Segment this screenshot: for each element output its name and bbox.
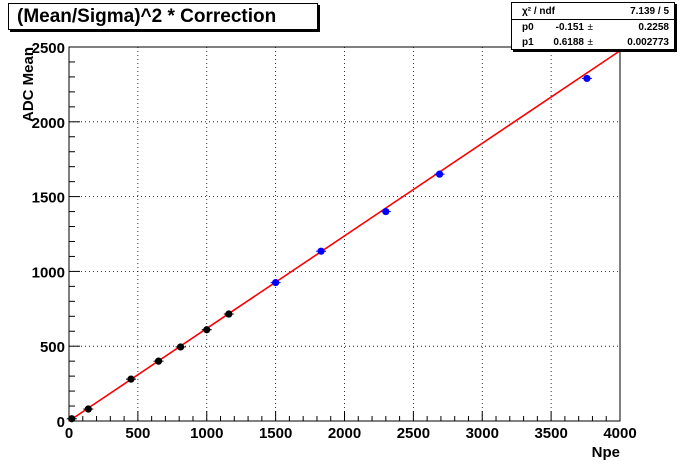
data-point [583, 74, 591, 83]
chart-title-text: (Mean/Sigma)^2 * Correction [17, 6, 277, 27]
chi2-label: χ² / ndf [522, 6, 555, 17]
p0-pm: ± [587, 22, 594, 33]
fit-stats-box: χ² / ndf 7.139 / 5 p0 -0.151 ± 0.2258 p1… [511, 2, 675, 50]
data-point [435, 170, 444, 178]
data-point [317, 247, 325, 255]
x-tick-label: 2500 [397, 425, 430, 442]
p0-error: 0.2258 [638, 22, 669, 33]
y-tick-label: 2000 [32, 115, 65, 132]
y-tick-label: 2500 [32, 40, 65, 57]
data-point [225, 310, 233, 318]
y-tick-label: 1500 [32, 190, 65, 207]
data-point [176, 343, 185, 351]
data-point [127, 375, 135, 383]
chi2-value: 7.139 / 5 [630, 6, 669, 17]
x-tick-label: 3500 [534, 425, 567, 442]
p1-value: 0.6188 [553, 37, 584, 48]
stats-row-p0: p0 -0.151 ± 0.2258 [512, 20, 674, 35]
data-point [382, 207, 390, 216]
x-tick-label: 500 [125, 425, 150, 442]
p1-pm: ± [587, 37, 594, 48]
chart-title: (Mean/Sigma)^2 * Correction [8, 3, 318, 30]
data-point [154, 357, 163, 365]
stats-divider [512, 19, 674, 20]
x-axis-label: Npe [592, 444, 620, 461]
p1-error: 0.002773 [627, 37, 669, 48]
data-point [68, 415, 76, 423]
y-tick-label: 500 [40, 339, 65, 356]
y-tick-label: 0 [57, 414, 65, 431]
x-tick-label: 2000 [328, 425, 361, 442]
p0-value: -0.151 [555, 22, 584, 33]
x-tick-label: 4000 [603, 425, 636, 442]
x-tick-label: 0 [65, 425, 73, 442]
stats-row-p1: p1 0.6188 ± 0.002773 [512, 35, 674, 50]
data-point [272, 279, 280, 287]
data-point [203, 326, 211, 334]
stats-row-chi2: χ² / ndf 7.139 / 5 [512, 4, 674, 19]
p1-label: p1 [522, 37, 534, 48]
y-tick-label: 1000 [32, 264, 65, 281]
x-tick-label: 3000 [466, 425, 499, 442]
y-axis-label: ADC Mean [20, 47, 37, 122]
x-tick-label: 1500 [259, 425, 292, 442]
x-tick-label: 1000 [190, 425, 223, 442]
p0-label: p0 [522, 22, 534, 33]
data-point [84, 405, 92, 413]
